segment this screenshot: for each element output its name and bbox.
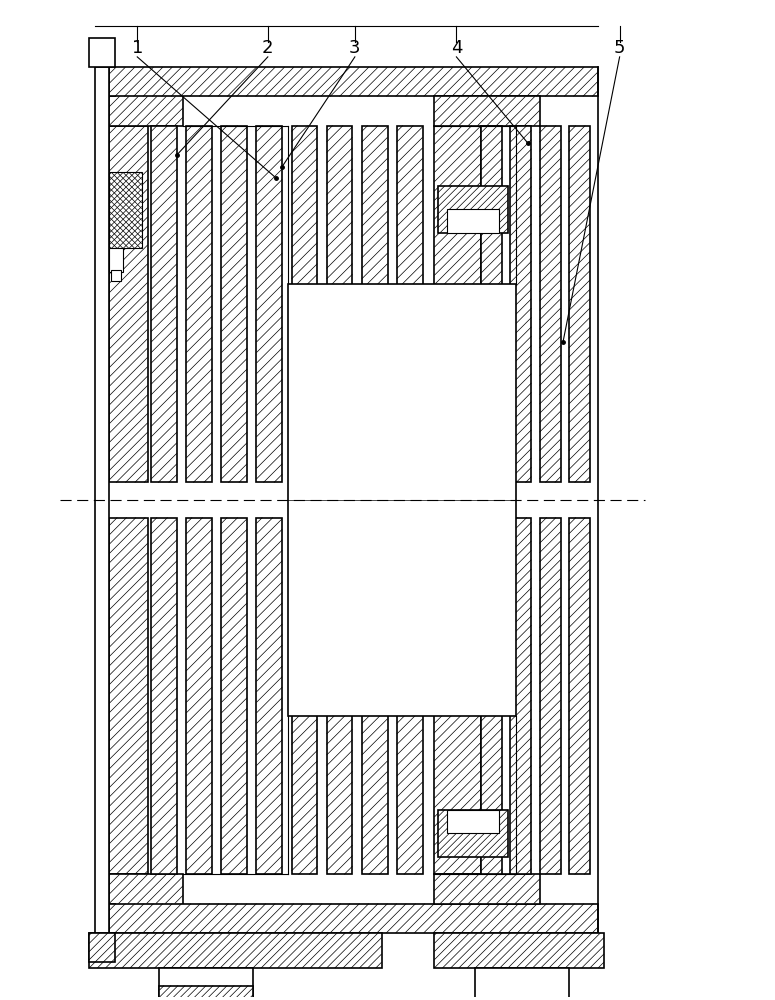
Bar: [89, 933, 381, 968]
Text: 2: 2: [262, 39, 274, 57]
Bar: [434, 874, 539, 904]
Bar: [434, 126, 481, 482]
Bar: [109, 126, 148, 482]
Bar: [257, 518, 282, 874]
Text: 1: 1: [132, 39, 143, 57]
Bar: [539, 518, 560, 874]
Bar: [397, 126, 422, 482]
Polygon shape: [109, 91, 183, 126]
Bar: [434, 518, 481, 874]
Bar: [95, 67, 109, 933]
Bar: [222, 518, 247, 874]
Bar: [109, 172, 142, 248]
Bar: [539, 126, 560, 482]
Bar: [475, 968, 569, 1000]
Bar: [447, 810, 498, 833]
Bar: [89, 38, 115, 67]
Bar: [438, 186, 508, 233]
Bar: [362, 126, 388, 482]
Bar: [291, 126, 317, 482]
Bar: [186, 126, 212, 482]
Bar: [257, 126, 282, 482]
Bar: [151, 126, 177, 482]
Bar: [288, 284, 516, 716]
Text: 4: 4: [450, 39, 462, 57]
Bar: [112, 270, 121, 281]
Bar: [160, 986, 253, 1000]
Bar: [151, 518, 177, 874]
Bar: [434, 933, 604, 968]
Bar: [109, 904, 598, 933]
Bar: [160, 968, 253, 1000]
Bar: [481, 518, 502, 874]
Bar: [327, 126, 353, 482]
Bar: [511, 126, 532, 482]
Polygon shape: [109, 874, 183, 909]
Bar: [447, 209, 498, 233]
Text: 5: 5: [614, 39, 625, 57]
Bar: [109, 518, 148, 874]
Bar: [327, 518, 353, 874]
Bar: [186, 518, 212, 874]
Bar: [109, 67, 598, 96]
Bar: [438, 810, 508, 857]
Bar: [511, 518, 532, 874]
Bar: [291, 518, 317, 874]
Bar: [434, 96, 539, 126]
Bar: [481, 126, 502, 482]
Bar: [109, 248, 123, 272]
Bar: [222, 126, 247, 482]
Bar: [89, 933, 115, 962]
Bar: [362, 518, 388, 874]
Text: 3: 3: [349, 39, 360, 57]
Bar: [569, 518, 590, 874]
Bar: [397, 518, 422, 874]
Bar: [569, 126, 590, 482]
